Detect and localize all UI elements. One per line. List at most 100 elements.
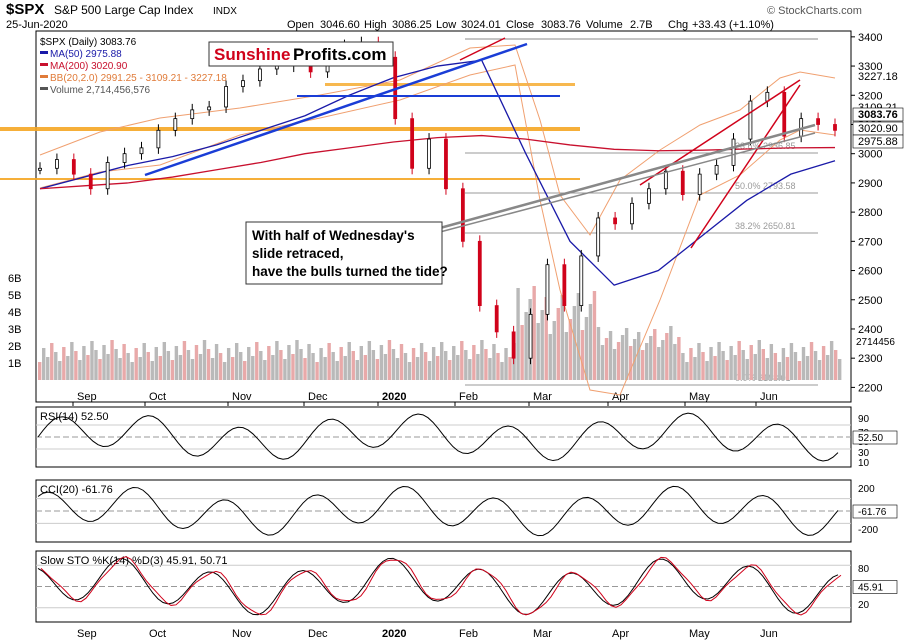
y-tick-label: 2800: [858, 207, 882, 219]
price-candle: [241, 80, 245, 87]
price-panel: 3400330032003100300029002800270026002500…: [0, 32, 904, 640]
volume-axis-label: 6B: [8, 273, 21, 285]
volume-bar: [829, 341, 834, 380]
indicator-title: RSI(14) 52.50: [40, 411, 108, 423]
volume-bar: [532, 286, 536, 380]
legend-swatch: [40, 63, 48, 66]
volume-axis-label: 3B: [8, 324, 21, 336]
volume-axis-label: 2B: [8, 341, 21, 353]
volume-bar: [58, 361, 62, 380]
legend-swatch: [40, 75, 48, 78]
price-candle: [427, 138, 431, 169]
volume-bar: [423, 352, 428, 380]
volume-bar: [468, 359, 472, 380]
volume-bar: [697, 343, 701, 380]
volume-bar: [508, 357, 512, 380]
volume-bar: [387, 340, 392, 380]
volume-bar: [327, 343, 331, 380]
uptrend-line: [144, 42, 528, 177]
indicator-current-label: -61.76: [858, 507, 887, 518]
logo-part2: Profits.com: [293, 45, 387, 64]
legend-swatch: [40, 87, 48, 90]
price-candle: [105, 162, 110, 190]
volume-bar: [102, 345, 106, 380]
open-label: Open: [287, 19, 314, 31]
volume-bar: [399, 344, 404, 380]
x-tick-label-bottom: Feb: [459, 628, 478, 640]
volume-bar: [419, 343, 424, 380]
price-candle: [748, 100, 753, 140]
price-candle: [156, 129, 161, 149]
volume-bar: [222, 362, 227, 380]
volume-bar: [435, 356, 440, 380]
volume-bar: [733, 355, 737, 380]
volume-bar: [78, 360, 82, 380]
indicator-line: [37, 485, 839, 537]
volume-bar: [825, 355, 830, 380]
volume-bar: [484, 349, 488, 380]
price-candle: [613, 217, 618, 225]
price-candle: [647, 188, 651, 204]
volume-bar: [556, 308, 560, 380]
volume-bar: [480, 340, 484, 380]
x-tick-label-bottom: Sep: [77, 628, 97, 640]
volume-bar: [50, 343, 54, 380]
volume-bar: [146, 352, 150, 380]
x-tick-label-bottom: Jun: [760, 628, 778, 640]
volume-bar: [801, 347, 806, 380]
y-tick-label: 3400: [858, 32, 882, 44]
price-candle: [833, 124, 837, 131]
volume-bar: [572, 306, 577, 380]
volume-bar: [379, 345, 384, 380]
volume-bar: [170, 360, 175, 380]
x-tick-label: Sep: [77, 391, 97, 403]
price-candle: [444, 138, 448, 190]
volume-bar: [158, 356, 162, 380]
volume-bar: [576, 293, 581, 380]
support-line: [0, 178, 580, 180]
volume-bar: [202, 340, 207, 380]
volume-bar: [813, 351, 818, 380]
volume-bar: [705, 361, 709, 380]
volume-bar: [247, 347, 251, 380]
volume-bar: [275, 341, 279, 380]
volume-bar: [287, 345, 291, 380]
volume-bar: [186, 350, 191, 380]
indicator-current-box: [852, 580, 898, 594]
volume-bar: [624, 328, 629, 380]
volume-bar: [230, 357, 235, 380]
indicator-y-label: 10: [858, 458, 870, 469]
volume-bar: [243, 361, 247, 380]
volume-bar: [138, 357, 142, 380]
volume-bar: [753, 354, 757, 380]
volume-bar: [588, 304, 593, 380]
x-tick-label: Feb: [459, 391, 478, 403]
volume-bar: [263, 360, 267, 380]
x-tick-label-bottom: Oct: [149, 628, 166, 640]
indicator-current-label: 45.91: [858, 583, 883, 594]
volume-bar: [745, 359, 749, 380]
volume-bar: [395, 358, 400, 380]
volume-bar: [773, 353, 778, 380]
volume-bar: [154, 347, 158, 380]
price-candle: [765, 91, 770, 102]
volume-bar: [347, 342, 351, 380]
low-label: Low: [436, 19, 456, 31]
volume-bar: [206, 349, 211, 380]
price-label: 3020.90: [858, 123, 898, 135]
volume-bar: [645, 343, 649, 380]
volume-bar: [620, 335, 625, 380]
volume-bar: [94, 350, 98, 380]
x-tick-label-bottom: Dec: [308, 628, 328, 640]
gray-pointer-line-2: [439, 132, 816, 233]
volume-bar: [335, 361, 339, 380]
volume-bar: [560, 295, 564, 380]
volume-bar: [126, 353, 130, 380]
volume-bar: [492, 344, 496, 380]
volume-bar: [134, 348, 138, 380]
volume-bar: [653, 329, 657, 380]
y-tick-label: 2400: [858, 324, 882, 336]
price-candle: [173, 118, 178, 131]
volume-bar: [669, 326, 673, 380]
x-tick-label: 2020: [382, 391, 406, 403]
